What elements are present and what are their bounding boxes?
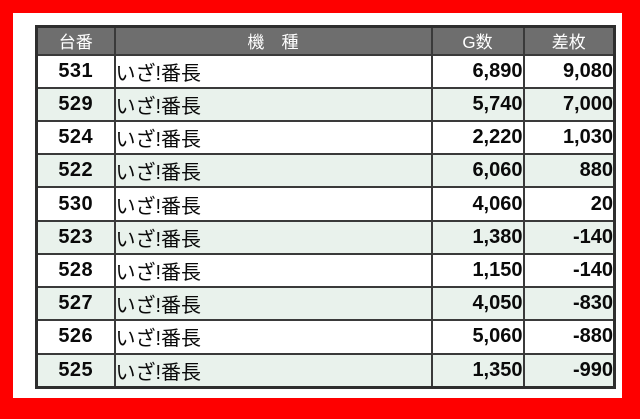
cell-sa: 20 [522, 186, 616, 222]
table-row: 522 いざ!番長 6,060 880 [35, 153, 616, 189]
table-row: 529 いざ!番長 5,740 7,000 [35, 86, 616, 122]
cell-kishu: いざ!番長 [113, 86, 433, 122]
cell-dai: 526 [35, 319, 116, 355]
cell-dai: 522 [35, 153, 116, 189]
table-panel: 台番 機 種 G数 差枚 531 いざ!番長 6,890 9,080 529 いざ!番長 5… [13, 13, 622, 398]
header-row: 台番 機 種 G数 差枚 [35, 25, 616, 56]
cell-g: 5,060 [430, 319, 525, 355]
machine-data-table: 台番 機 種 G数 差枚 531 いざ!番長 6,890 9,080 529 いざ!番長 5… [35, 25, 616, 389]
col-header-machine-model: 機 種 [113, 25, 433, 56]
cell-dai: 525 [35, 352, 116, 389]
cell-g: 2,220 [430, 119, 525, 156]
table-row: 531 いざ!番長 6,890 9,080 [35, 53, 616, 89]
cell-sa: 9,080 [522, 53, 616, 89]
cell-g: 4,050 [430, 286, 525, 322]
cell-kishu: いざ!番長 [113, 53, 433, 89]
table-row: 527 いざ!番長 4,050 -830 [35, 286, 616, 322]
cell-sa: -990 [522, 352, 616, 389]
cell-sa: -880 [522, 319, 616, 355]
cell-dai: 523 [35, 219, 116, 255]
cell-g: 5,740 [430, 86, 525, 122]
cell-dai: 528 [35, 252, 116, 289]
cell-dai: 531 [35, 53, 116, 89]
table-row: 524 いざ!番長 2,220 1,030 [35, 119, 616, 156]
col-header-machine-number: 台番 [35, 25, 116, 56]
cell-dai: 524 [35, 119, 116, 156]
cell-dai: 529 [35, 86, 116, 122]
cell-g: 1,380 [430, 219, 525, 255]
col-header-coin-diff: 差枚 [522, 25, 616, 56]
cell-sa: 880 [522, 153, 616, 189]
cell-kishu: いざ!番長 [113, 352, 433, 389]
cell-dai: 527 [35, 286, 116, 322]
cell-sa: 7,000 [522, 86, 616, 122]
cell-g: 6,060 [430, 153, 525, 189]
cell-kishu: いざ!番長 [113, 252, 433, 289]
cell-kishu: いざ!番長 [113, 219, 433, 255]
cell-g: 6,890 [430, 53, 525, 89]
cell-g: 1,150 [430, 252, 525, 289]
cell-sa: -140 [522, 252, 616, 289]
table-row: 530 いざ!番長 4,060 20 [35, 186, 616, 222]
cell-sa: 1,030 [522, 119, 616, 156]
cell-sa: -140 [522, 219, 616, 255]
cell-dai: 530 [35, 186, 116, 222]
cell-kishu: いざ!番長 [113, 286, 433, 322]
table-body: 531 いざ!番長 6,890 9,080 529 いざ!番長 5,740 7,000 524 い… [35, 53, 616, 389]
cell-kishu: いざ!番長 [113, 153, 433, 189]
cell-kishu: いざ!番長 [113, 186, 433, 222]
table-row: 523 いざ!番長 1,380 -140 [35, 219, 616, 255]
cell-g: 4,060 [430, 186, 525, 222]
cell-g: 1,350 [430, 352, 525, 389]
cell-sa: -830 [522, 286, 616, 322]
col-header-game-count: G数 [430, 25, 525, 56]
table-row: 528 いざ!番長 1,150 -140 [35, 252, 616, 289]
cell-kishu: いざ!番長 [113, 119, 433, 156]
cell-kishu: いざ!番長 [113, 319, 433, 355]
table-row: 526 いざ!番長 5,060 -880 [35, 319, 616, 355]
table-row: 525 いざ!番長 1,350 -990 [35, 352, 616, 389]
